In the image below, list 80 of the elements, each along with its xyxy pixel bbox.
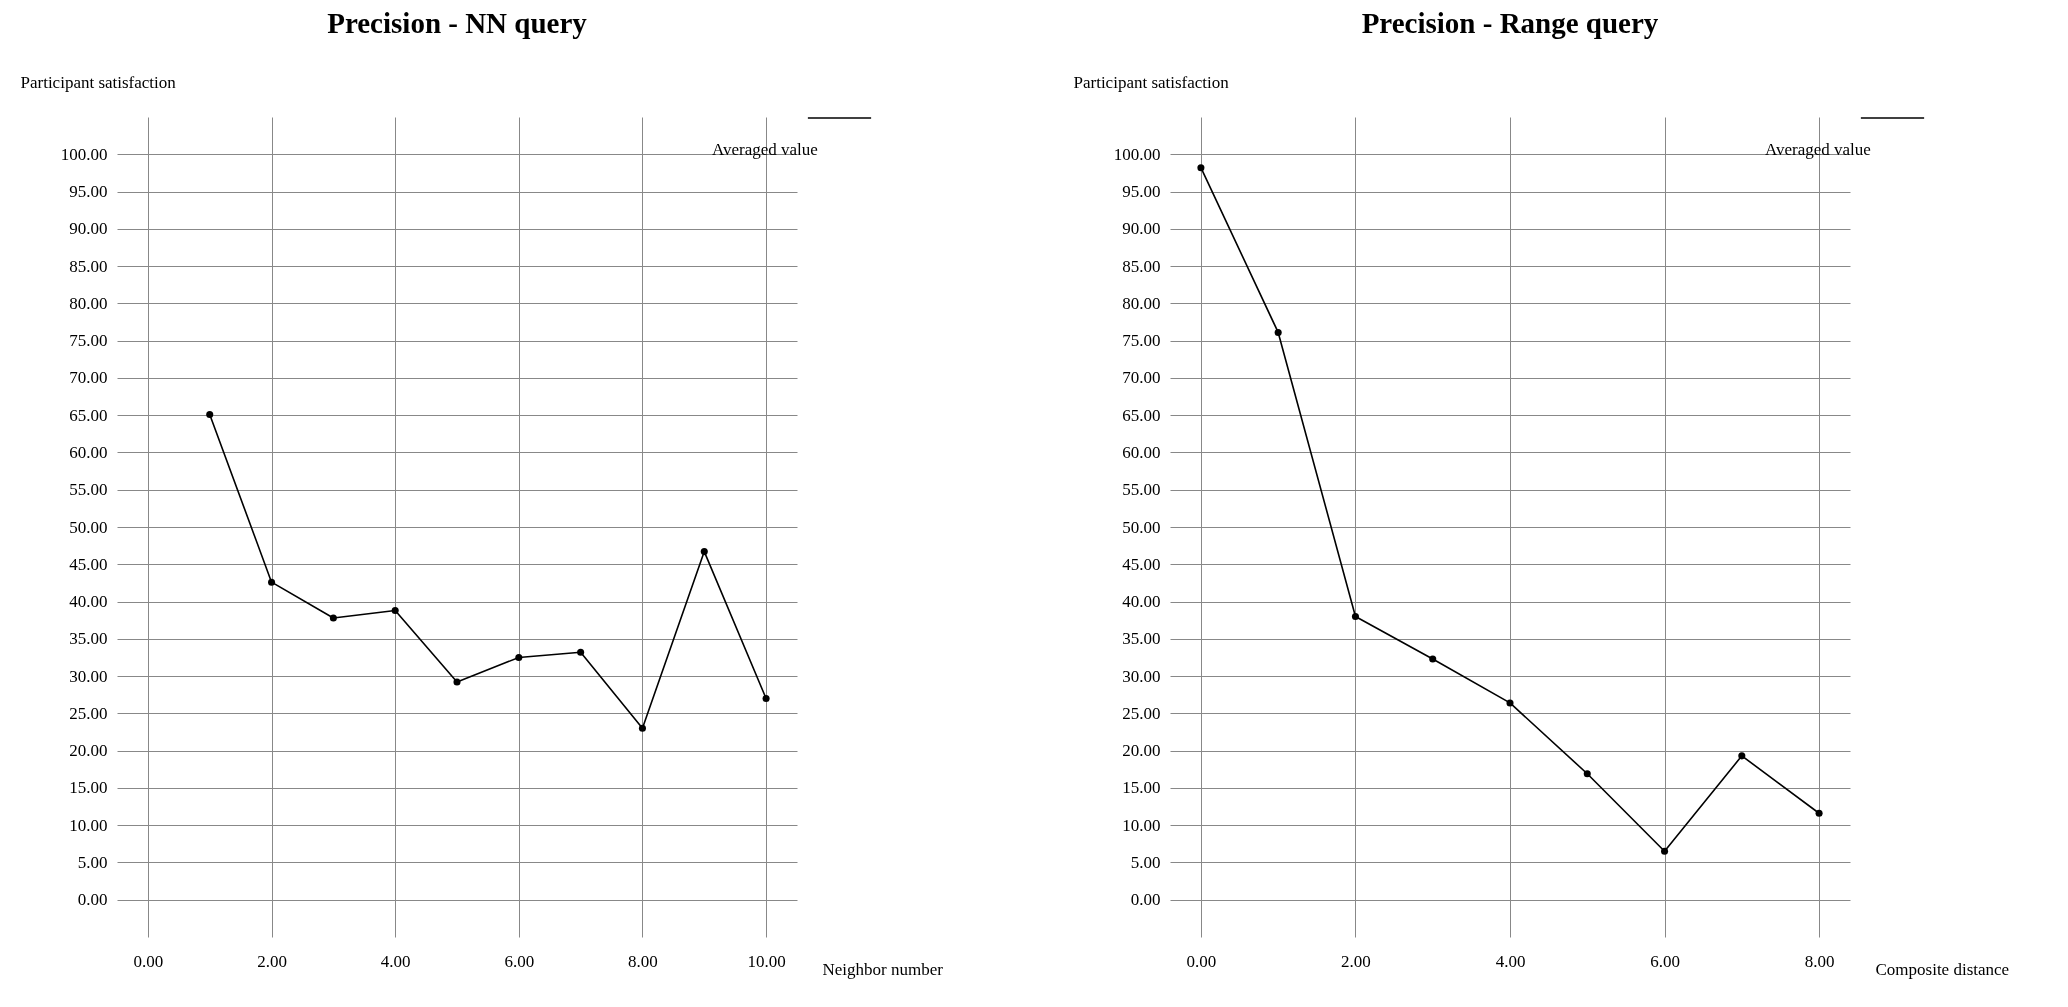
y-tick-label: 45.00 (1122, 554, 1161, 574)
x-tick-label: 4.00 (380, 951, 411, 971)
y-tick-label: 15.00 (1122, 778, 1161, 798)
chart-title: Precision - NN query (327, 7, 588, 39)
y-tick-label: 95.00 (69, 182, 108, 202)
point (638, 724, 646, 732)
point (391, 606, 399, 615)
y-tick-label: 10.00 (69, 815, 108, 835)
y-axis-title: Participant satisfaction (1073, 72, 1230, 92)
x-tick-label: 8.00 (1804, 951, 1835, 971)
x-tick-label: 2.00 (1341, 951, 1371, 971)
y-tick-label: 70.00 (1122, 368, 1161, 388)
x-tick-label: 4.00 (1495, 951, 1526, 971)
y-tick-label: 40.00 (69, 592, 108, 612)
x-tick-label: 10.00 (747, 951, 786, 971)
y-tick-label: 10.00 (1122, 815, 1161, 835)
y-tick-label: 0.00 (1130, 890, 1161, 910)
x-tick-label: 0.00 (1186, 951, 1217, 971)
point (1274, 328, 1282, 336)
point (1815, 809, 1823, 817)
y-tick-label: 90.00 (69, 219, 108, 239)
point (1506, 699, 1514, 707)
y-tick-label: 90.00 (1122, 219, 1161, 239)
y-tick-label: 50.00 (69, 517, 108, 537)
y-tick-label: 35.00 (69, 629, 108, 649)
x-tick-label: 8.00 (628, 951, 658, 971)
point (206, 410, 214, 418)
x-axis-title: Composite distance (1875, 959, 2010, 979)
y-tick-label: 25.00 (1122, 703, 1161, 723)
y-tick-label: 0.00 (77, 890, 108, 910)
point (1197, 164, 1205, 172)
y-tick-label: 15.00 (69, 778, 108, 798)
y-tick-label: 40.00 (1122, 592, 1161, 612)
y-tick-label: 75.00 (1122, 331, 1161, 351)
y-tick-label: 85.00 (69, 256, 108, 276)
y-tick-label: 50.00 (1122, 517, 1161, 537)
x-tick-label: 6.00 (504, 951, 535, 971)
y-tick-label: 20.00 (1122, 741, 1161, 761)
y-tick-label: 35.00 (1122, 629, 1161, 649)
y-tick-label: 60.00 (1122, 442, 1161, 462)
y-tick-label: 60.00 (69, 442, 108, 462)
point (329, 614, 337, 622)
x-tick-label: 2.00 (257, 951, 287, 971)
y-tick-label: 30.00 (1122, 666, 1161, 686)
y-axis-title: Participant satisfaction (20, 72, 177, 92)
point (1351, 612, 1359, 620)
chart-title: Precision - Range query (1361, 7, 1659, 39)
y-tick-label: 65.00 (69, 405, 108, 425)
y-tick-label: 20.00 (69, 741, 108, 761)
point (577, 648, 585, 656)
y-tick-label: 75.00 (69, 331, 108, 351)
y-tick-label: 25.00 (69, 703, 108, 723)
text: Averaged value (712, 139, 818, 159)
y-tick-label: 80.00 (69, 293, 108, 313)
point (1661, 847, 1669, 855)
x-tick-label: 6.00 (1650, 951, 1680, 971)
point (1738, 752, 1746, 760)
y-tick-label: 80.00 (1122, 293, 1161, 313)
y-tick-label: 85.00 (1122, 256, 1161, 276)
point (1429, 655, 1437, 663)
text: Averaged value (1765, 139, 1871, 159)
y-tick-label: 100.00 (60, 144, 108, 164)
point (453, 678, 461, 686)
y-tick-label: 45.00 (69, 554, 108, 574)
y-tick-label: 55.00 (1122, 480, 1161, 500)
x-axis-title: Neighbor number (822, 959, 944, 979)
point (700, 548, 708, 556)
y-tick-label: 5.00 (77, 852, 108, 872)
y-tick-label: 65.00 (1122, 405, 1161, 425)
y-tick-label: 55.00 (69, 480, 108, 500)
y-tick-label: 5.00 (1130, 852, 1161, 872)
point (1583, 770, 1591, 778)
x-tick-label: 0.00 (133, 951, 164, 971)
y-tick-label: 100.00 (1113, 144, 1161, 164)
point (515, 653, 523, 661)
point (268, 578, 276, 586)
y-tick-label: 95.00 (1122, 182, 1161, 202)
y-tick-label: 30.00 (69, 666, 108, 686)
y-tick-label: 70.00 (69, 368, 108, 388)
point (762, 694, 770, 702)
